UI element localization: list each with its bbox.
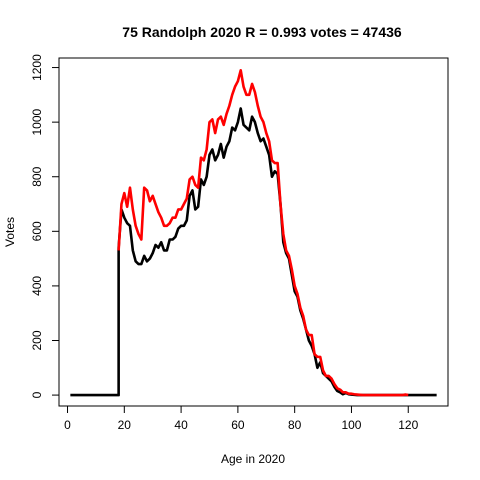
series-line-2: [117, 68, 409, 397]
x-axis-label: Age in 2020: [221, 452, 285, 466]
y-tick-label: 0: [30, 391, 44, 398]
y-tick-label: 1200: [30, 54, 44, 81]
x-tick-label: 40: [174, 418, 188, 432]
x-tick-label: 120: [398, 418, 418, 432]
x-tick-label: 60: [231, 418, 245, 432]
x-tick-label: 0: [64, 418, 71, 432]
x-tick-label: 100: [341, 418, 361, 432]
y-axis: 0 200 400 600 800 1000 1200: [30, 54, 60, 398]
y-tick-label: 400: [30, 276, 44, 296]
x-tick-label: 80: [288, 418, 302, 432]
y-tick-label: 1000: [30, 108, 44, 135]
y-tick-label: 600: [30, 221, 44, 241]
y-tick-label: 800: [30, 166, 44, 186]
x-axis: 0 20 40 60 80 100 120: [64, 405, 419, 432]
x-tick-label: 20: [118, 418, 132, 432]
series-line-1: [70, 107, 437, 397]
chart-title: 75 Randolph 2020 R = 0.993 votes = 47436: [122, 24, 402, 40]
y-axis-label: Votes: [3, 217, 17, 247]
series-layer: [70, 68, 437, 397]
y-tick-label: 200: [30, 330, 44, 350]
